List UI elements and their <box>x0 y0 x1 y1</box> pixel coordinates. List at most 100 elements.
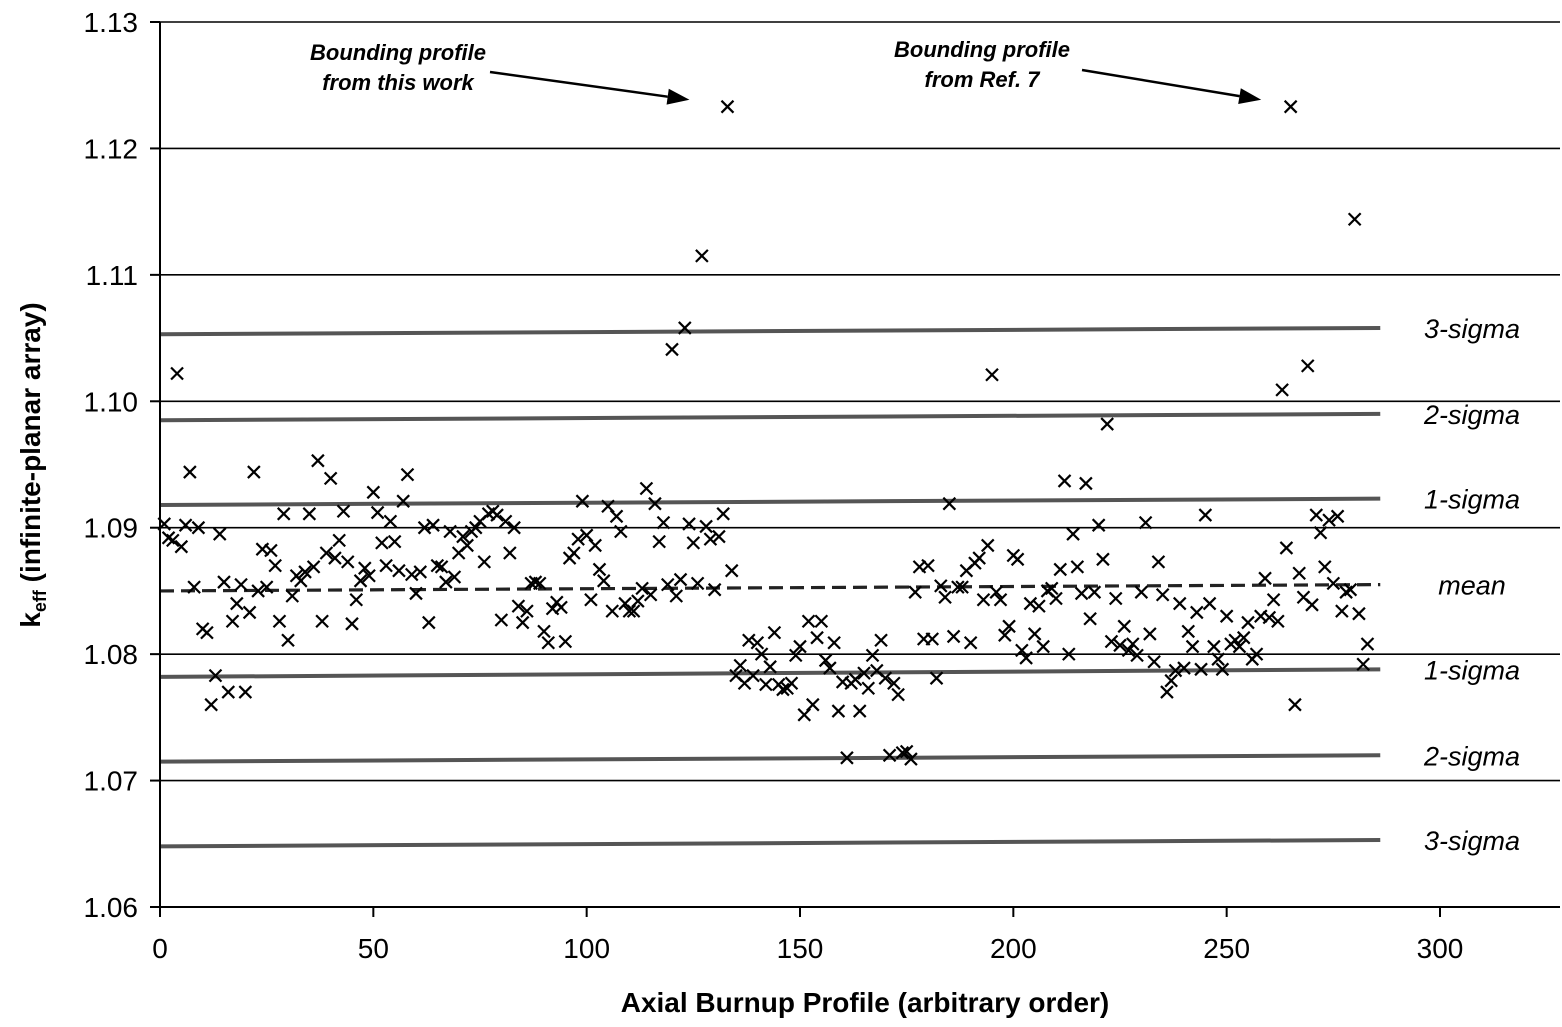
data-point <box>221 685 236 699</box>
data-point <box>759 677 773 692</box>
sigma-reference-lines <box>159 325 1381 849</box>
data-point <box>170 366 184 381</box>
data-point <box>1215 662 1230 677</box>
data-point <box>409 586 423 601</box>
data-point <box>383 514 398 529</box>
data-point <box>187 580 201 594</box>
data-point <box>200 625 214 640</box>
data-point <box>1194 662 1208 677</box>
data-point <box>358 561 372 575</box>
data-point <box>1096 552 1110 567</box>
data-point <box>392 563 406 578</box>
x-tick-label: 50 <box>358 933 389 964</box>
data-point <box>1104 634 1119 649</box>
reference-line-3-sigma <box>159 325 1381 337</box>
data-point <box>1177 661 1191 675</box>
data-point <box>370 505 385 520</box>
data-point <box>1010 552 1025 567</box>
data-point <box>614 524 628 539</box>
data-point <box>230 596 244 611</box>
data-point <box>1228 633 1242 648</box>
gridlines <box>160 21 1560 782</box>
data-point <box>1044 581 1059 596</box>
data-point <box>387 534 402 549</box>
data-point <box>161 531 176 545</box>
y-axis-title-rest: (infinite-planar array) <box>15 302 46 590</box>
data-point <box>1164 673 1178 688</box>
data-point <box>1207 639 1221 654</box>
reference-label: 2-sigma <box>1423 400 1520 430</box>
data-point <box>584 593 598 607</box>
data-point <box>648 496 662 511</box>
data-point <box>242 605 257 620</box>
data-point <box>579 528 594 543</box>
reference-line-mean <box>159 583 1381 593</box>
reference-line-2-sigma <box>159 411 1381 423</box>
data-point <box>345 617 359 631</box>
data-point <box>891 687 905 702</box>
data-point <box>1202 596 1217 611</box>
data-point <box>908 585 922 599</box>
data-point <box>1019 651 1033 665</box>
annotation-line: Bounding profile <box>310 40 486 65</box>
data-point <box>1147 654 1161 669</box>
data-point <box>1087 585 1102 599</box>
data-point <box>468 520 483 535</box>
x-tick-labels: 0 50 100 150 200 250 300 <box>152 933 1463 964</box>
data-point <box>720 99 735 114</box>
annotation-arrow-shaft <box>1081 68 1240 98</box>
data-point <box>818 653 833 668</box>
data-point <box>537 624 551 639</box>
data-point <box>643 587 658 602</box>
data-point <box>887 676 901 690</box>
data-point <box>631 594 645 608</box>
y-axis-title-sub: eff <box>30 589 50 612</box>
data-point <box>690 576 705 591</box>
data-point <box>1181 624 1196 639</box>
data-point <box>882 748 897 763</box>
data-point <box>1326 576 1341 591</box>
data-point <box>946 629 961 644</box>
data-point <box>575 494 590 508</box>
data-point <box>1108 591 1123 606</box>
data-point <box>1057 474 1072 488</box>
data-point <box>1360 637 1375 651</box>
data-point <box>656 515 671 530</box>
data-point <box>861 681 876 696</box>
data-point <box>1023 596 1038 611</box>
data-point <box>1356 657 1370 672</box>
data-point <box>1126 637 1140 651</box>
reference-label: 1-sigma <box>1424 485 1520 515</box>
data-point <box>980 538 995 553</box>
data-point <box>1283 99 1298 114</box>
data-point <box>477 555 492 569</box>
annotation-arrow-shaft <box>489 70 668 98</box>
data-point <box>1305 598 1319 612</box>
y-tick-label: 1.06 <box>84 892 139 923</box>
data-point <box>328 551 342 565</box>
data-point <box>191 520 206 535</box>
data-point <box>592 562 607 577</box>
data-point <box>417 520 432 535</box>
data-point <box>1330 509 1345 524</box>
data-point <box>955 580 969 594</box>
data-point <box>259 580 274 594</box>
data-point <box>724 563 739 578</box>
data-point <box>678 321 692 335</box>
data-point <box>1292 566 1306 581</box>
data-point <box>306 560 321 574</box>
data-point <box>413 565 428 579</box>
data-point <box>806 697 820 712</box>
data-point <box>174 539 189 554</box>
data-point <box>810 630 824 645</box>
annotation-arrow-head <box>666 88 690 105</box>
data-point <box>831 704 846 718</box>
data-point <box>439 575 453 589</box>
data-point <box>934 579 948 593</box>
reference-line-2-sigma <box>159 753 1381 764</box>
data-point <box>938 590 952 605</box>
y-tick-label: 1.12 <box>84 133 139 164</box>
x-tick-label: 200 <box>990 933 1037 964</box>
data-point <box>251 584 265 598</box>
